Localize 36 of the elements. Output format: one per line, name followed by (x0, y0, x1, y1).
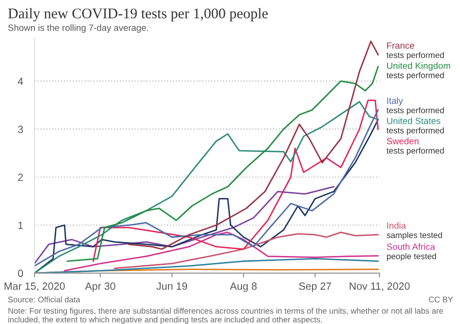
annotation: people tested (386, 253, 436, 261)
annotation: tests performed (386, 52, 444, 60)
annotation: tests performed (386, 127, 444, 136)
source-note: Source: Official data (8, 296, 80, 302)
series-label: South Africa (386, 243, 436, 250)
chart-subtitle: Shown is the rolling 7-day average. (8, 24, 148, 33)
x-tick-label: Mar 15, 2020 (4, 282, 65, 292)
y-tick-label: 4 (18, 78, 24, 85)
annotation: tests performed (386, 107, 444, 115)
line-series (92, 100, 379, 262)
series-label: United States (387, 117, 440, 124)
line-series (128, 40, 379, 250)
line-series (66, 66, 379, 262)
x-tick-label: Sep 27 (299, 282, 332, 292)
y-tick-label: 3 (18, 126, 23, 133)
series-label: India (387, 222, 406, 229)
x-tick-label: Nov 11, 2020 (350, 282, 410, 292)
y-tick-label: 0 (18, 270, 23, 278)
text: Note: For testing figures, there are substantial differences across countries in terms of the units, whether or not all labs are included, the extent to which negative and pending tests are included and other aspects. (8, 308, 443, 324)
series-label: France (387, 42, 414, 49)
series-label: Sweden (386, 138, 418, 144)
chart-title: Daily new COVID-19 tests per 1,000 people (8, 8, 268, 22)
x-tick-label: Apr 30 (85, 282, 116, 292)
annotation: tests performed (386, 72, 444, 80)
text: CC BY (428, 296, 453, 302)
y-tick-label: 1 (18, 222, 23, 229)
series-label: United Kingdom (387, 62, 450, 71)
y-tick-label: 2 (18, 174, 23, 181)
annotation: tests performed (386, 147, 444, 156)
line-series (114, 232, 379, 270)
x-tick-label: Aug 8 (230, 282, 257, 292)
line-series (64, 232, 379, 272)
x-tick-label: Jun 19 (156, 282, 188, 290)
line-series (34, 186, 334, 264)
series-label: Italy (387, 97, 403, 106)
annotation: samples tested (386, 232, 442, 240)
